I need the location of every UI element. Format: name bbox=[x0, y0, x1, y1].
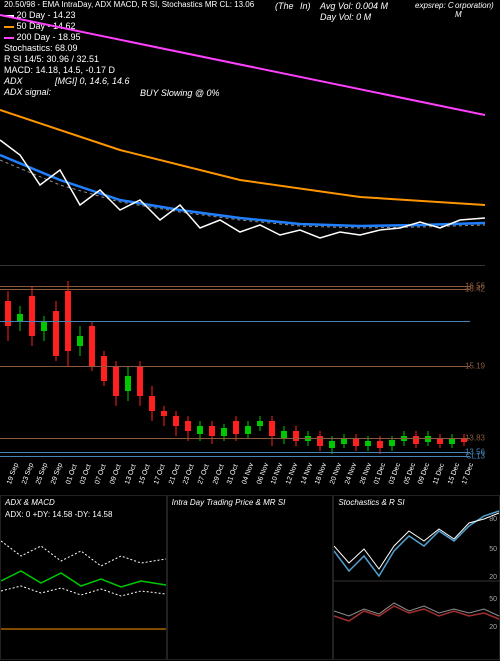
candlestick-chart: 16.5616.4215.1913.8313.56CL13 19 Sep23 S… bbox=[0, 265, 485, 490]
stochastics-panel: Stochastics & R SI 8050205020 bbox=[333, 495, 500, 660]
intraday-panel: Intra Day Trading Price & MR SI bbox=[167, 495, 334, 660]
ema-chart bbox=[0, 10, 485, 260]
exp1: expsrep: C bbox=[415, 1, 454, 10]
indicator-panels: ADX & MACD ADX: 0 +DY: 14.58 -DY: 14.58 … bbox=[0, 495, 500, 660]
adx-macd-panel: ADX & MACD ADX: 0 +DY: 14.58 -DY: 14.58 bbox=[0, 495, 167, 660]
intra-title: Intra Day Trading Price & MR SI bbox=[172, 498, 286, 507]
date-axis: 19 Sep23 Sep25 Sep29 Sep01 Oct03 Oct07 O… bbox=[0, 460, 470, 490]
